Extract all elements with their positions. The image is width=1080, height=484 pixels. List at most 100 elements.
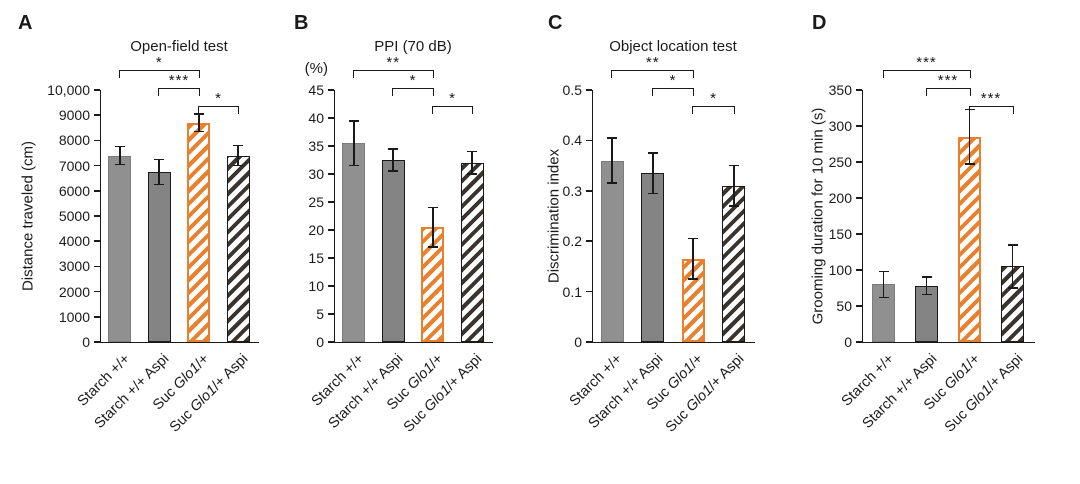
significance-bracket [158,88,200,96]
error-bar-line [925,277,928,295]
error-bar-line [158,159,161,185]
y-tick [586,290,592,293]
error-bar-cap-bottom [154,183,165,186]
plot-area [100,90,259,343]
y-tick [94,341,100,343]
y-tick [94,316,100,318]
y-tick-label: 0.4 [562,132,582,149]
y-tick-label: 9000 [58,107,90,124]
significance-bracket [431,106,474,114]
bar-1 [108,155,132,342]
y-tick [856,125,862,127]
y-tick-label: 150 [828,226,852,242]
error-bar-cap-bottom [388,170,399,172]
y-tick [586,89,592,91]
error-bar-cap-top [348,120,359,122]
significance-stars: * [215,90,222,107]
y-tick [328,285,334,287]
significance-bracket [692,106,735,114]
bar-4 [226,155,250,342]
panel-b: B PPI (70 dB) (%) 0 5 10 15 20 25 30 35 40 45 Starch … [284,4,532,480]
error-bar-cap-bottom [964,163,975,165]
y-tick [856,269,862,271]
y-tick-label: 0 [82,334,90,350]
y-tick-label: 20 [308,222,324,238]
error-bar-cap-bottom [728,205,739,207]
error-bar-cap-top [233,144,244,147]
y-tick-label: 0 [316,334,324,350]
y-tick-label: 300 [828,118,852,134]
bar-2 [147,171,171,342]
chart-title: Open-field test [130,38,228,55]
y-tick-label: 6000 [58,182,90,199]
significance-stars: *** [980,90,1002,107]
error-bar-line [197,113,200,132]
error-bar-line [471,151,474,174]
y-tick [328,257,334,259]
y-tick [94,265,100,268]
error-bar-cap-top [878,270,889,273]
y-tick-label: 0 [844,334,852,350]
text: /+ Aspi [209,351,252,394]
y-tick-label: 8000 [58,132,90,149]
y-tick-label: 7000 [58,157,90,174]
panel-d: D Grooming duration for 10 min (s) 0 50 100 1… [802,4,1078,480]
y-tick [328,173,334,175]
panel-a: A Open-field test Distance traveled (cm) 0 1… [8,4,276,480]
y-tick [328,313,334,315]
error-bar-cap-top [688,237,699,240]
y-tick [328,229,334,231]
y-tick [856,89,862,91]
y-tick [856,341,862,343]
significance-bracket [611,70,695,78]
significance-bracket [392,88,434,96]
plot-area [592,90,755,343]
panel-letter: B [294,12,309,34]
significance-bracket [882,70,971,78]
significance-bracket [118,70,200,78]
y-tick-label: 200 [828,190,852,206]
panel-letter: C [548,12,563,34]
plot-area [862,90,1035,343]
error-bar-cap-top [607,137,618,139]
error-bar-cap-bottom [467,173,478,175]
y-tick [94,114,100,116]
y-tick [94,190,100,192]
y-tick-label: 4000 [58,233,90,250]
significance-stars: *** [168,72,190,89]
y-tick-label: 10,000 [47,82,90,98]
y-tick [856,305,862,307]
y-tick [328,145,334,147]
error-bar-cap-bottom [921,293,932,296]
error-bar-line [611,137,614,184]
chart-title: Object location test [609,38,737,55]
y-tick [328,201,334,203]
error-bar-cap-top [427,206,438,209]
panel-letter: A [18,12,33,34]
significance-stars: ** [645,54,660,71]
significance-stars: * [409,72,417,89]
error-bar-cap-bottom [233,164,244,167]
y-tick [94,139,100,142]
y-tick-label: 0 [574,334,582,350]
error-bar-line [882,271,885,298]
bar-2 [641,173,665,342]
text: Starch +/+ Aspi [858,351,940,432]
error-bar-cap-bottom [688,278,699,280]
y-tick [856,161,862,163]
text: /+ Aspi [983,351,1026,394]
bar-1 [600,160,624,342]
y-tick-label: 0.3 [562,182,582,199]
error-bar-cap-bottom [878,296,889,299]
significance-stars: * [155,54,163,71]
error-bar-cap-top [388,148,399,150]
y-tick-label: 0.2 [562,233,582,250]
error-bar-cap-top [467,150,478,153]
error-bar-line [118,146,121,165]
text: /+ Aspi [443,351,486,394]
y-tick-label: 50 [836,298,852,314]
error-bar-line [352,120,355,166]
error-bar-line [968,109,971,165]
significance-stars: *** [937,72,959,89]
